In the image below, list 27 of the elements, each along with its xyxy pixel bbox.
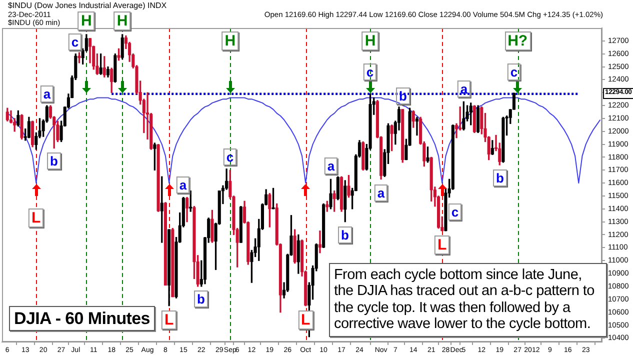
annotation: H [222,32,239,50]
annotation: H? [504,32,531,50]
annotation: c [68,34,82,50]
annotation: H [78,12,95,31]
annotation: L [298,310,314,330]
annotation: c [363,64,377,80]
annotation: a [457,80,471,98]
annotation: b [47,152,61,170]
annotation: a [324,158,338,174]
text: DJIA - 60 Minutes [9,306,155,331]
annotation: L [434,235,450,254]
text: $INDU (Dow Jones Industrial Average) INDX [8,1,167,10]
annotation: b [338,226,352,244]
annotation: a [40,86,54,102]
annotation: c [223,148,237,166]
annotation: a [374,184,388,202]
annotation: c [448,204,462,220]
annotation: b [396,88,410,104]
annotation: H [362,32,379,50]
annotation: a [176,176,190,194]
annotation: c [507,64,521,80]
annotation: L [161,310,177,330]
annotation: b [194,290,208,308]
annotation: L [28,208,44,228]
annotation: b [493,170,507,186]
annotation: From each cycle bottom since late June, the DJIA has traced out an a-b-c pattern to the cycle top. It was then followed by a corrective wave lower to the cycle bottom. [329,263,607,336]
annotation: H [114,12,131,31]
